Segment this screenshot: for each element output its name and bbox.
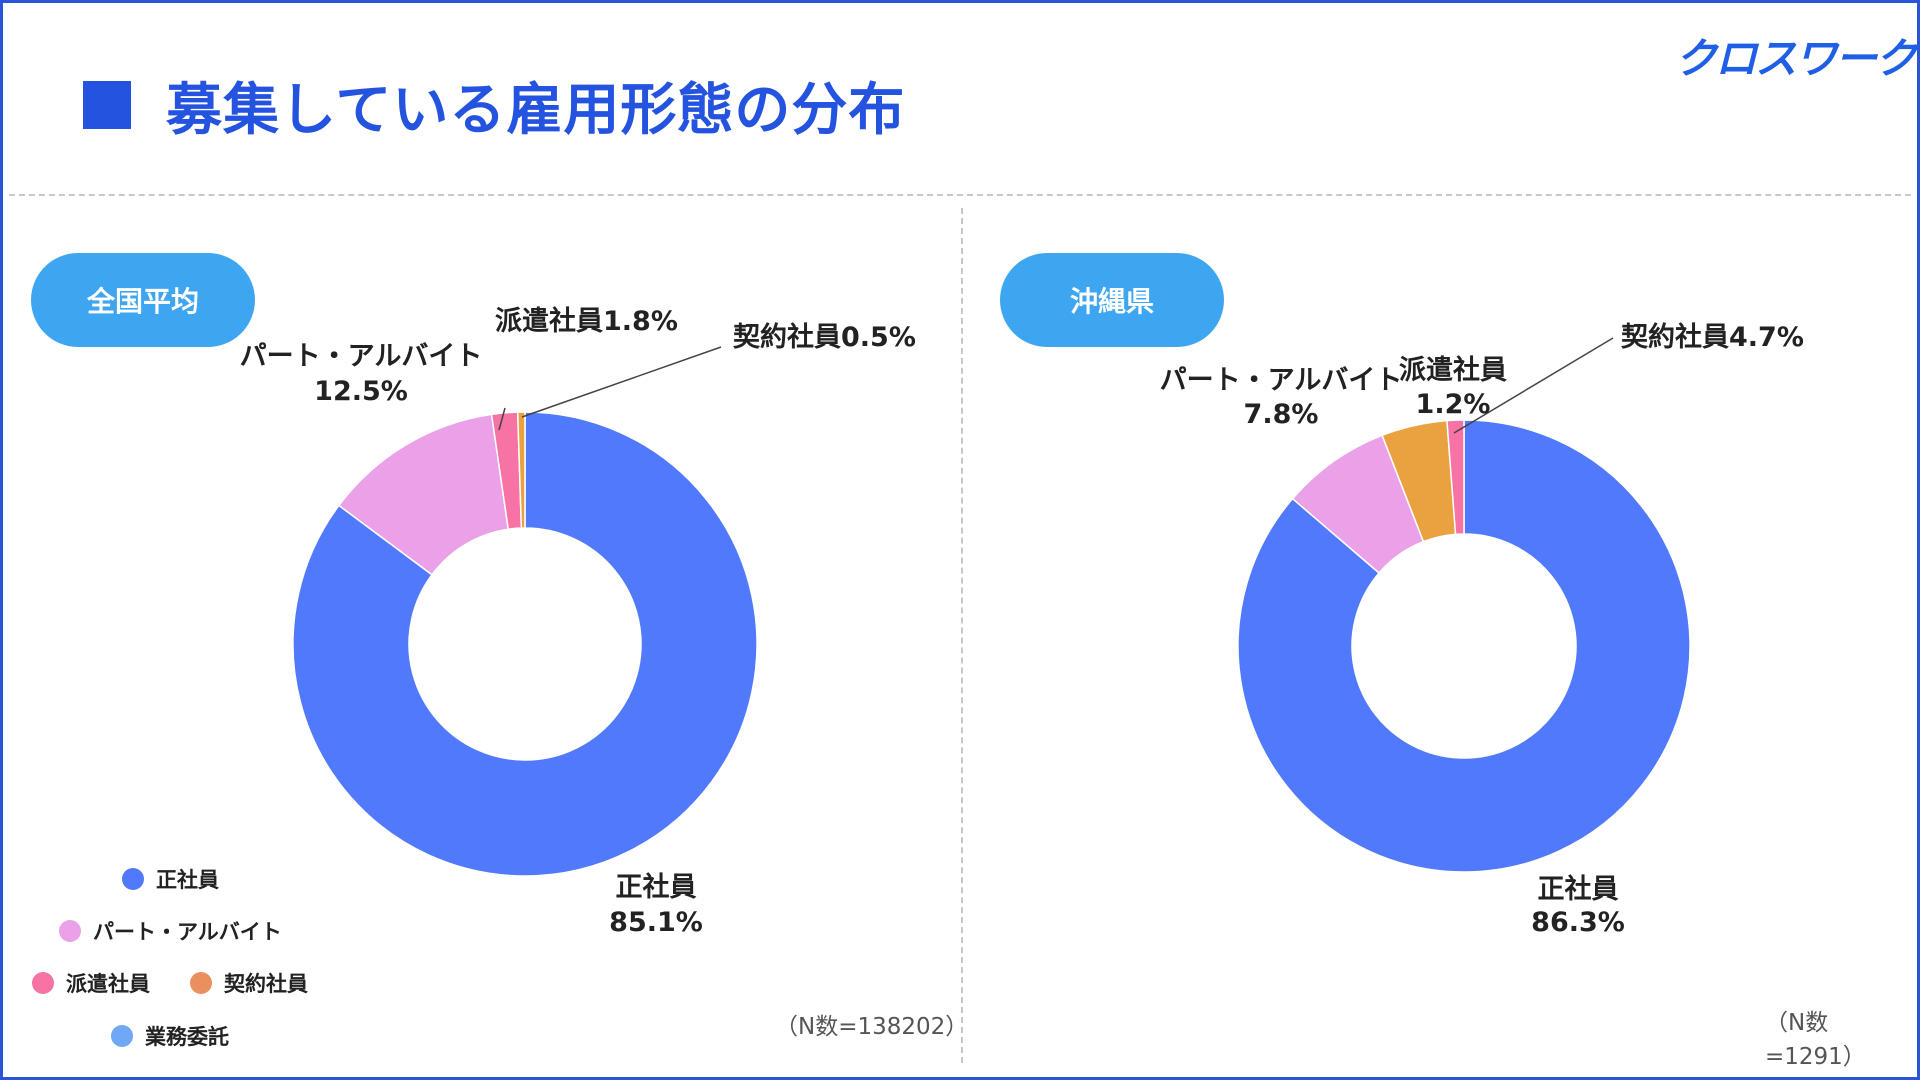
donut-national [292,411,758,877]
page-title: 募集している雇用形態の分布 [166,78,906,143]
leader-line-haken-national [498,407,506,431]
legend-label-seishain: 正社員 [156,868,219,892]
legend-label-keiyaku: 契約社員 [224,972,308,996]
sample-size-okinawa: （N数=1291） [1765,1010,1866,1070]
panel-divider [961,208,963,1063]
donut-slice-0-3 [516,411,526,529]
label-name-part-national: パート・アルバイト [240,341,483,372]
title-marker [83,81,131,129]
legend-item-gyomu: 業務委託 [111,1021,229,1051]
header-divider [9,194,1911,196]
label-keiyaku-okinawa: 契約社員4.7% [1621,321,1804,353]
legend-dot-haken [32,972,54,994]
label-name-seishain-okinawa: 正社員 [1538,873,1619,905]
label-name-keiyaku-okinawa: 契約社員 [1621,321,1729,353]
label-value-part-okinawa: 7.8% [1244,399,1319,430]
label-name-keiyaku-national: 契約社員 [733,321,841,353]
panel-label-national: 全国平均 [31,253,255,347]
label-value-seishain-national: 85.1% [609,907,703,938]
panel-label-okinawa: 沖縄県 [1000,253,1224,347]
legend-item-part: パート・アルバイト [59,916,282,946]
label-value-keiyaku-okinawa: 4.7% [1729,322,1804,353]
legend-item-seishain: 正社員 [122,864,219,894]
label-name-seishain-national: 正社員 [616,871,697,903]
donut-slice-1-0 [1237,419,1691,873]
label-value-part-national: 12.5% [314,376,408,407]
donut-slice-0-0 [292,411,758,877]
legend-dot-seishain [122,868,144,890]
legend-dot-keiyaku [190,972,212,994]
brand-logo: クロスワーク [1675,34,1917,83]
label-haken-national: 派遣社員1.8% [495,305,678,337]
legend-dot-part [59,920,81,942]
legend-label-haken: 派遣社員 [66,972,150,996]
label-keiyaku-national: 契約社員0.5% [733,321,916,353]
leader-line-keiyaku-okinawa [1453,337,1614,434]
donut-charts: パート・アルバイト 12.5% 派遣社員1.8% 契約社員0.5% 正社員 85… [240,305,1804,938]
donut-slice-1-3 [1446,419,1465,536]
legend-dot-gyomu [111,1025,133,1047]
label-value-keiyaku-national: 0.5% [841,322,916,353]
label-value-seishain-okinawa: 86.3% [1531,907,1625,938]
legend-item-keiyaku: 契約社員 [190,968,308,998]
leader-line-keiyaku-national [521,346,722,418]
label-value-haken-okinawa: 1.2% [1416,389,1491,420]
label-name-part-okinawa: パート・アルバイト [1160,365,1403,396]
legend-label-part: パート・アルバイト [93,920,282,944]
label-name-haken-national: 派遣社員 [495,305,603,337]
sample-size-national: （N数=138202） [775,1014,969,1040]
legend-label-gyomu: 業務委託 [145,1025,229,1049]
label-name-haken-okinawa: 派遣社員 [1399,354,1507,386]
legend-item-haken: 派遣社員 [32,968,150,998]
donut-okinawa [1237,419,1691,873]
label-value-haken-national: 1.8% [603,306,678,337]
